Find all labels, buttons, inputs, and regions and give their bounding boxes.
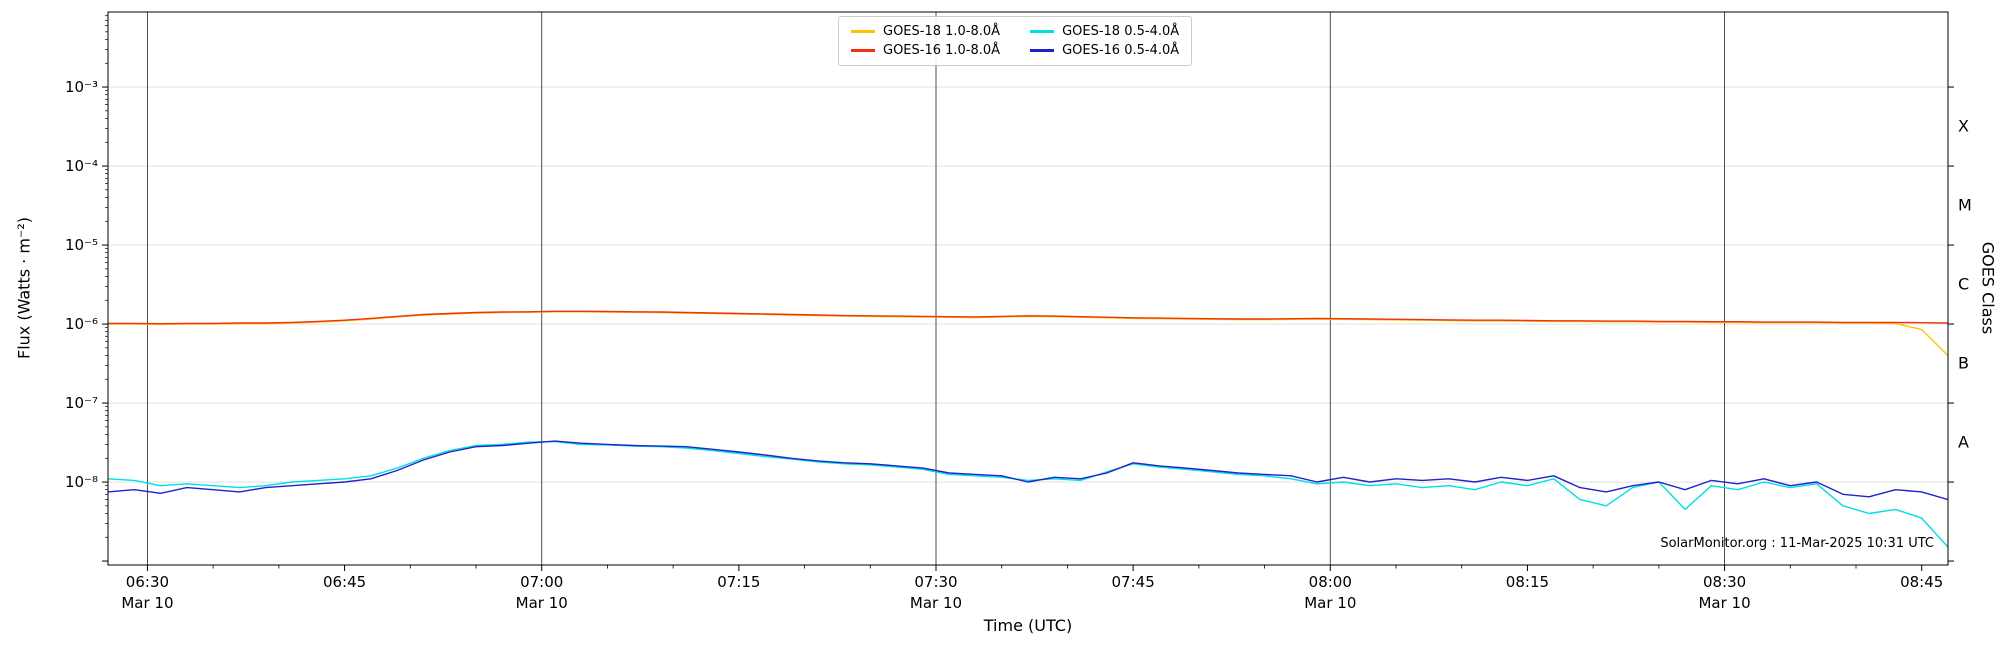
y-tick-label: 10⁻⁵	[65, 236, 98, 254]
goes-class-label: A	[1958, 433, 1969, 452]
plot-border	[107, 11, 1949, 566]
legend-label: GOES-18 1.0-8.0Å	[883, 24, 1001, 39]
goes-class-label: X	[1958, 117, 1969, 136]
x-tick-label: 07:15	[717, 573, 760, 591]
x-tick-label: 07:00	[520, 573, 563, 591]
series-group	[108, 310, 1948, 548]
y-tick-label: 10⁻⁷	[65, 394, 98, 412]
x-tick-label: 06:30	[126, 573, 169, 591]
x-tick-label: 08:15	[1506, 573, 1549, 591]
source-timestamp-annotation: SolarMonitor.org : 11-Mar-2025 10:31 UTC	[1660, 536, 1934, 551]
x-tick-date-label: Mar 10	[1698, 594, 1750, 612]
legend-item-goes16-short: GOES-16 0.5-4.0Å	[1030, 43, 1179, 58]
x-tick-label: 06:45	[323, 573, 366, 591]
series-line-1	[108, 310, 1948, 325]
goes-class-label: B	[1958, 354, 1969, 373]
x-axis-title: Time (UTC)	[983, 616, 1073, 635]
goes-class-label: C	[1958, 275, 1969, 294]
y-tick-label: 10⁻³	[65, 78, 98, 96]
goes-class-label: M	[1958, 196, 1972, 215]
series-line-2	[108, 440, 1948, 548]
legend-label: GOES-18 0.5-4.0Å	[1062, 24, 1180, 39]
legend-label: GOES-16 1.0-8.0Å	[883, 43, 1001, 58]
x-tick-label: 07:30	[914, 573, 957, 591]
goes16-long-swatch-icon	[851, 49, 875, 52]
goes18-short-swatch-icon	[1030, 30, 1055, 33]
x-tick-label: 07:45	[1112, 573, 1155, 591]
goes18-long-swatch-icon	[851, 30, 875, 33]
y-tick-label: 10⁻⁸	[65, 473, 98, 491]
y-axis-title: Flux (Watts · m⁻²)	[14, 216, 34, 360]
legend-item-goes16-long: GOES-16 1.0-8.0Å	[851, 43, 1000, 58]
x-tick-date-label: Mar 10	[910, 594, 962, 612]
legend: GOES-18 1.0-8.0Å GOES-16 1.0-8.0Å GOES-1…	[838, 16, 1193, 66]
legend-label: GOES-16 0.5-4.0Å	[1062, 43, 1180, 58]
y-tick-label: 10⁻⁴	[65, 157, 98, 175]
x-tick-date-label: Mar 10	[121, 594, 173, 612]
series-line-3	[108, 440, 1948, 501]
series-line-0	[108, 311, 1948, 357]
right-axis-title: GOES Class	[1978, 241, 1998, 335]
x-tick-label: 08:00	[1309, 573, 1352, 591]
goes16-short-swatch-icon	[1030, 49, 1055, 52]
x-tick-date-label: Mar 10	[1304, 594, 1356, 612]
x-tick-label: 08:30	[1703, 573, 1746, 591]
legend-item-goes18-long: GOES-18 1.0-8.0Å	[851, 24, 1000, 39]
legend-item-goes18-short: GOES-18 0.5-4.0Å	[1030, 24, 1179, 39]
x-tick-label: 08:45	[1900, 573, 1943, 591]
x-tick-date-label: Mar 10	[516, 594, 568, 612]
y-tick-label: 10⁻⁶	[65, 315, 98, 333]
